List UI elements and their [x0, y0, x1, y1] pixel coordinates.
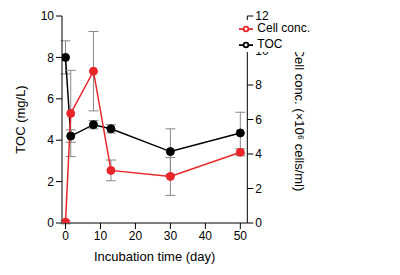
svg-text:12: 12	[255, 9, 269, 23]
svg-text:8: 8	[47, 51, 54, 65]
svg-text:4: 4	[255, 147, 262, 161]
svg-text:30: 30	[164, 229, 178, 243]
svg-text:Cell conc. (×10⁶ cells/ml): Cell conc. (×10⁶ cells/ml)	[292, 48, 307, 192]
svg-text:0: 0	[47, 216, 54, 230]
svg-text:0: 0	[255, 216, 262, 230]
svg-text:6: 6	[47, 92, 54, 106]
svg-text:10: 10	[94, 229, 108, 243]
svg-text:50: 50	[234, 229, 248, 243]
svg-text:2: 2	[255, 182, 262, 196]
svg-text:10: 10	[41, 9, 55, 23]
svg-text:10: 10	[255, 44, 269, 58]
svg-text:8: 8	[255, 78, 262, 92]
svg-text:20: 20	[129, 229, 143, 243]
svg-text:Incubation time (day): Incubation time (day)	[94, 249, 215, 264]
svg-text:2: 2	[47, 175, 54, 189]
svg-text:40: 40	[199, 229, 213, 243]
svg-text:TOC (mg/L): TOC (mg/L)	[13, 85, 28, 153]
svg-text:0: 0	[62, 229, 69, 243]
svg-text:4: 4	[47, 133, 54, 147]
svg-text:6: 6	[255, 113, 262, 127]
